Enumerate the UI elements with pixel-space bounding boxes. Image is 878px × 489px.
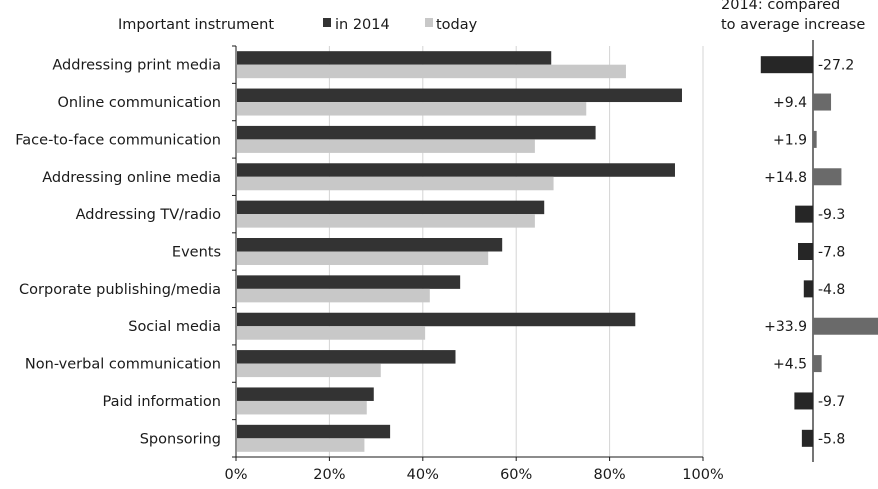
bar-in-2014-face-to-face-communication [237, 125, 596, 140]
category-label-corporate-publishing-media: Corporate publishing/media [19, 282, 221, 298]
category-label-non-verbal-communication: Non-verbal communication [25, 357, 221, 373]
x-tick-label-20: 20% [313, 467, 345, 483]
delta-value-labels: -27.2 +9.4 +1.9 +14.8 -9.3 -7.8 -4.8 +33.9 +4.5 -… [764, 58, 854, 448]
bar-in-2014-social-media [237, 312, 636, 327]
bar-today-events [237, 251, 489, 265]
legend-swatch-in-2014 [323, 18, 331, 27]
legend-label-in-2014: in 2014 [335, 17, 390, 33]
legend-heading: Important instrument [118, 17, 274, 33]
delta-bar-social-media [813, 317, 878, 335]
category-label-sponsoring: Sponsoring [140, 431, 221, 447]
bar-today-social-media [237, 326, 426, 340]
bar-in-2014-non-verbal-communication [237, 350, 456, 364]
x-tick-label-40: 40% [407, 467, 439, 483]
x-axis-tick-labels: 0% 20% 40% 60% 80% 100% [224, 467, 723, 483]
delta-bar-events [798, 243, 813, 260]
delta-bars [760, 56, 878, 447]
bar-today-non-verbal-communication [237, 363, 381, 378]
delta-label-online-communication: +9.4 [773, 95, 807, 111]
delta-bar-addressing-online-media [813, 168, 842, 186]
bar-today-sponsoring [237, 438, 365, 452]
category-label-addressing-tv-radio: Addressing TV/radio [76, 207, 222, 223]
delta-label-social-media: +33.9 [764, 319, 807, 335]
bar-in-2014-online-communication [237, 88, 682, 103]
category-label-addressing-online-media: Addressing online media [42, 170, 221, 186]
delta-label-addressing-tv-radio: -9.3 [818, 207, 845, 223]
delta-label-corporate-publishing-media: -4.8 [818, 282, 845, 298]
delta-bar-addressing-tv-radio [795, 205, 813, 223]
delta-bar-sponsoring [801, 429, 813, 447]
delta-title-line-2: to average increase [721, 17, 865, 33]
delta-label-face-to-face-communication: +1.9 [773, 132, 807, 148]
delta-label-paid-information: -9.7 [818, 394, 845, 410]
x-tick-label-80: 80% [593, 467, 625, 483]
legend: Important instrument in 2014 today [118, 17, 478, 33]
category-label-social-media: Social media [128, 319, 221, 335]
delta-bar-addressing-print-media [760, 56, 813, 74]
bar-today-addressing-online-media [237, 176, 554, 191]
bar-today-addressing-print-media [237, 64, 626, 79]
bar-in-2014-addressing-tv-radio [237, 200, 545, 215]
x-tick-label-100: 100% [682, 467, 723, 483]
bar-today-paid-information [237, 400, 367, 415]
delta-bar-non-verbal-communication [813, 355, 822, 373]
delta-label-addressing-print-media: -27.2 [818, 58, 854, 74]
x-tick-label-0: 0% [224, 467, 247, 483]
legend-label-today: today [436, 17, 478, 33]
main-chart-axis [232, 45, 704, 461]
category-label-addressing-print-media: Addressing print media [52, 58, 221, 74]
delta-panel-title: 2014: compared to average increase [721, 0, 865, 33]
bar-in-2014-paid-information [237, 387, 374, 401]
delta-label-sponsoring: -5.8 [818, 431, 845, 447]
delta-bar-paid-information [794, 392, 813, 410]
bar-today-addressing-tv-radio [237, 214, 535, 228]
main-chart-bars [237, 51, 682, 452]
bar-in-2014-corporate-publishing-media [237, 275, 461, 289]
category-label-events: Events [172, 245, 221, 261]
bar-in-2014-addressing-online-media [237, 163, 675, 177]
delta-bar-face-to-face-communication [813, 130, 817, 148]
delta-bar-corporate-publishing-media [803, 280, 813, 298]
category-labels: Addressing print media Online communicati… [15, 58, 221, 448]
delta-label-events: -7.8 [818, 245, 845, 261]
category-label-online-communication: Online communication [57, 95, 221, 111]
delta-label-addressing-online-media: +14.8 [764, 170, 807, 186]
bar-today-online-communication [237, 102, 587, 116]
bar-today-corporate-publishing-media [237, 288, 430, 303]
bar-in-2014-addressing-print-media [237, 51, 552, 65]
bar-in-2014-sponsoring [237, 424, 391, 439]
category-label-paid-information: Paid information [102, 394, 221, 410]
bar-in-2014-events [237, 238, 503, 252]
category-label-face-to-face-communication: Face-to-face communication [15, 132, 221, 148]
legend-swatch-today [425, 18, 433, 27]
delta-label-non-verbal-communication: +4.5 [773, 357, 807, 373]
delta-title-line-1: 2014: compared [721, 0, 840, 13]
delta-bar-online-communication [813, 93, 832, 111]
x-tick-label-60: 60% [500, 467, 532, 483]
bar-today-face-to-face-communication [237, 139, 535, 153]
